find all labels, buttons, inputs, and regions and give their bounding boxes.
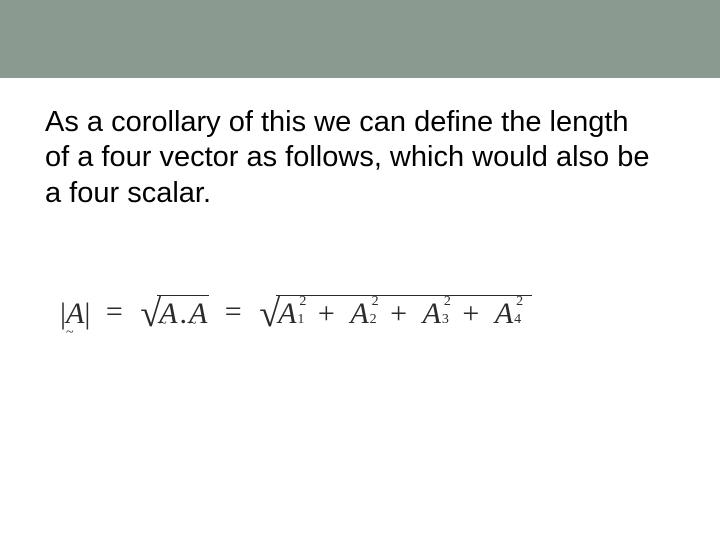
term-A1: A12 xyxy=(278,298,296,330)
header-bar xyxy=(0,0,720,78)
plus-op: + xyxy=(462,297,479,330)
term-base: A xyxy=(423,297,441,330)
body-paragraph: As a corollary of this we can define the… xyxy=(45,105,655,211)
tilde-accent: ~ xyxy=(159,308,167,340)
term-A2: A22 xyxy=(350,298,368,330)
tilde-accent: ~ xyxy=(189,308,197,340)
radical-middle: √A~.A~ xyxy=(140,295,209,333)
term-sup: 2 xyxy=(372,286,379,318)
equals-sign-1: = xyxy=(106,295,123,328)
term-sup: 2 xyxy=(516,286,523,318)
term-base: A xyxy=(350,297,368,330)
plus-op: + xyxy=(318,297,335,330)
plus-op: + xyxy=(390,297,407,330)
radicand-sum-of-squares: A12 + A22 + A32 + A42 xyxy=(276,295,532,330)
term-A3: A32 xyxy=(423,298,441,330)
term-base: A xyxy=(495,297,513,330)
term-sup: 2 xyxy=(444,286,451,318)
eq-lhs: |A~| xyxy=(60,297,90,331)
radicand-dot-product: A~.A~ xyxy=(157,295,209,330)
term-base: A xyxy=(278,297,296,330)
equals-sign-2: = xyxy=(225,295,242,328)
four-vector-A-mid-left: A~ xyxy=(159,298,177,330)
abs-bar-right: | xyxy=(84,297,90,330)
term-A4: A42 xyxy=(495,298,513,330)
dot-operator: . xyxy=(179,297,187,330)
radical-rhs: √ A12 + A22 + A32 + A42 xyxy=(259,295,532,333)
four-vector-A-mid-right: A~ xyxy=(189,298,207,330)
equation: |A~| = √A~.A~ = √ A12 + A22 + A32 + A42 xyxy=(60,295,660,395)
tilde-accent: ~ xyxy=(66,325,74,341)
term-sup: 2 xyxy=(299,286,306,318)
four-vector-A-lhs: A~ xyxy=(66,297,84,331)
